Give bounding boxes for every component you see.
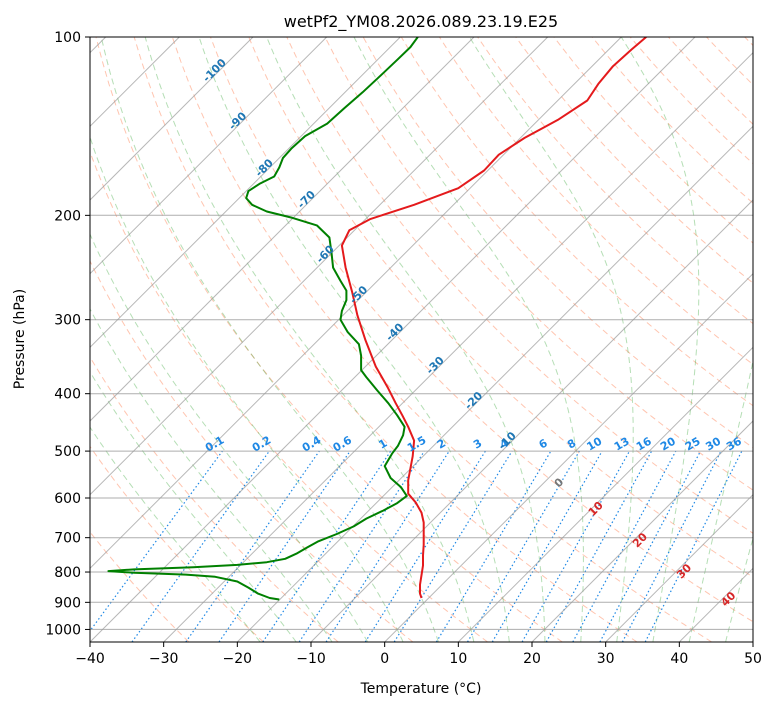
moist-adiabat-line [90,370,297,642]
isotherm-line [310,199,753,642]
y-tick-label: 400 [54,387,81,403]
dry-adiabat-line [210,37,753,623]
isotherm-line [384,272,753,642]
mixing-ratio-line [572,450,677,642]
isotherm-line [90,37,401,349]
mixing-ratio-line [364,450,486,642]
x-tick-label: −20 [223,651,253,667]
x-axis-label: Temperature (°C) [360,681,482,697]
x-tick-label: −30 [149,651,179,667]
y-tick-label: 300 [54,313,81,329]
x-tick-label: 10 [449,651,467,667]
moist-adiabat-line [198,37,510,642]
moist-adiabat-line [353,37,584,642]
dry-adiabat-line [90,445,264,642]
isotherm-line [90,37,254,201]
dry-adiabat-line [95,37,563,642]
moist-adiabat-line [100,37,439,642]
y-tick-label: 900 [54,595,81,611]
isotherm-line [90,37,549,496]
mixing-ratio-line [521,450,631,642]
x-tick-label: 50 [744,651,762,667]
x-axis: −40 −30 −20 −10 0 10 20 30 40 50 [75,642,762,667]
dry-adiabat-line [90,259,414,642]
y-tick-label: 600 [54,491,81,507]
isotherm-line [531,420,753,642]
plot-frame [89,36,754,643]
dry-adiabat-line [133,37,638,642]
mixing-ratio-line [393,450,513,642]
isotherm-line [90,37,475,422]
dry-adiabat-line [248,37,753,578]
moist-adiabat-line [90,426,261,642]
moist-adiabat-line [266,37,546,642]
isotherm-line [90,37,696,642]
y-tick-label: 200 [54,208,81,224]
dry-adiabat-line [171,37,712,642]
moist-adiabat-line [688,358,753,642]
x-tick-label: 20 [523,651,541,667]
dry-adiabat-line [90,356,339,642]
isotherm-line [605,493,753,642]
moist-adiabat-line [90,232,369,642]
x-tick-label: −40 [75,651,105,667]
isotherm-line [236,125,753,642]
profile-lines [107,37,647,601]
y-tick-label: 100 [54,30,81,46]
isotherm-line [90,37,328,275]
moist-adiabat-line [725,536,753,642]
x-tick-label: 40 [670,651,688,667]
dry-adiabat-line [324,37,753,491]
moist-adiabat-line [90,308,333,642]
x-tick-label: 30 [597,651,615,667]
background-lines [90,37,753,642]
temperature-line [340,37,647,599]
y-tick-label: 1000 [45,622,81,638]
x-tick-label: −10 [296,651,326,667]
x-tick-label: 0 [380,651,389,667]
mixing-ratio-line [466,450,580,642]
mixing-ratio-line [435,450,552,642]
y-axis: 100 200 300 400 500 600 700 800 900 1000 [45,30,90,638]
dry-adiabat-line [286,37,753,534]
y-tick-label: 800 [54,565,81,581]
dry-adiabat-line [515,37,753,284]
isotherm-line [163,51,753,642]
isotherm-line [90,37,622,570]
mixing-ratio-line [218,450,351,642]
chart-title: wetPf2_YM08.2026.089.23.19.E25 [284,12,558,32]
mixing-ratio-line [325,450,450,642]
mixing-ratio-line [491,450,603,642]
mixing-ratio-line [185,450,320,642]
dewpoint-line [107,37,419,601]
moist-adiabat-line [90,135,404,642]
moist-adiabat-line [144,37,475,642]
y-tick-label: 700 [54,531,81,547]
moist-adiabat-line [620,37,700,642]
y-axis-label: Pressure (hPa) [12,289,28,389]
isotherm-line [457,346,753,642]
y-tick-label: 500 [54,444,81,460]
